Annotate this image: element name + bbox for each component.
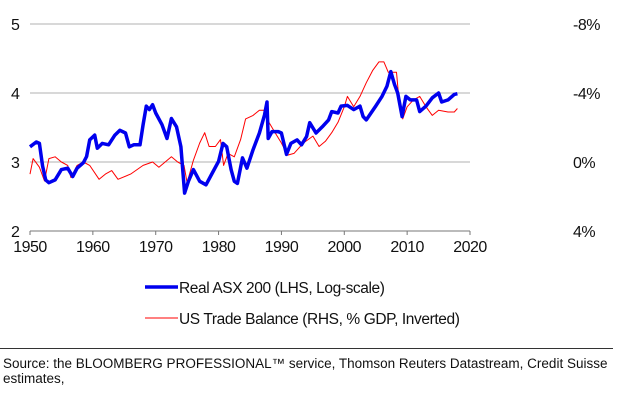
y-right-tick-label: -8% — [573, 17, 600, 34]
y-left-tick-label: 4 — [11, 86, 20, 103]
y-left-tick-label: 5 — [11, 17, 20, 34]
y-left-tick-label: 3 — [11, 155, 20, 172]
x-tick-label: 1970 — [139, 239, 173, 256]
y-right-tick-label: 0% — [573, 155, 595, 172]
series-line-real-asx-200 — [28, 69, 458, 195]
chart-canvas: 2 3 4 5 4% 0% -4% -8% 1950 1960 1970 1980 1990 2000 20… — [11, 17, 601, 328]
tick-labels: 2 3 4 5 4% 0% -4% -8% 1950 1960 1970 1980 1990 2000 20… — [11, 17, 601, 256]
source-note: Source: the BLOOMBERG PROFESSIONAL™ serv… — [3, 356, 608, 386]
series-lines — [28, 61, 458, 195]
legend-label-trade: US Trade Balance (RHS, % GDP, Inverted) — [179, 311, 460, 328]
divider — [0, 348, 613, 349]
y-right-tick-label: -4% — [573, 86, 600, 103]
y-left-tick-label: 2 — [11, 224, 20, 241]
x-tick-label: 2020 — [453, 239, 487, 256]
x-tick-label: 1980 — [202, 239, 236, 256]
x-tick-label: 2000 — [327, 239, 361, 256]
x-tick-label: 1950 — [13, 239, 47, 256]
legend: Real ASX 200 (LHS, Log-scale) US Trade B… — [145, 280, 460, 328]
legend-label-asx: Real ASX 200 (LHS, Log-scale) — [179, 280, 385, 297]
axes — [29, 230, 471, 235]
x-tick-label: 1960 — [76, 239, 110, 256]
y-right-tick-label: 4% — [573, 224, 595, 241]
x-tick-label: 1990 — [265, 239, 299, 256]
x-tick-label: 2010 — [390, 239, 424, 256]
